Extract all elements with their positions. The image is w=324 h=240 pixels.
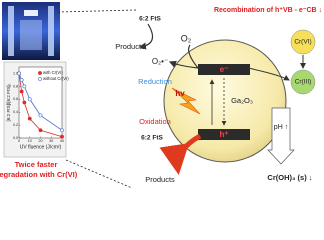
cr3-bubble xyxy=(290,69,316,95)
superoxide-arrow xyxy=(168,60,199,69)
o2-label: O₂ xyxy=(181,33,192,43)
bottom-products: Products xyxy=(145,175,175,184)
data-point xyxy=(38,128,43,133)
o2-arrow xyxy=(188,44,199,69)
x-tick-label: 40 xyxy=(60,139,64,143)
precipitate-label: Cr(OH)₃ (s) ↓ xyxy=(267,173,312,182)
superoxide-label: O₂•⁻ xyxy=(152,57,168,66)
legend-marker xyxy=(38,77,42,81)
data-point xyxy=(27,116,32,121)
reduction-label: Reduction xyxy=(138,77,172,86)
data-point xyxy=(19,78,24,82)
y-tick-label: 0.4 xyxy=(13,110,18,114)
y-axis-label: [6:2 FtS]/[6:2 FtS]₀ xyxy=(6,83,11,121)
top-reactant: 6:2 FtS xyxy=(139,16,161,23)
y-tick-label: 1.0 xyxy=(13,71,18,75)
x-tick-label: 10 xyxy=(28,139,32,143)
data-point xyxy=(22,84,27,89)
x-tick-label: 30 xyxy=(49,139,53,143)
connector-lines xyxy=(57,9,137,189)
data-point xyxy=(19,89,24,94)
data-point xyxy=(60,128,64,133)
legend-marker xyxy=(38,71,42,75)
valence-band xyxy=(198,129,250,140)
x-axis-label: UV fluence (J/cm²) xyxy=(20,144,62,150)
y-tick-label: 0.2 xyxy=(13,123,18,127)
recombination-note: Recombination of h⁺VB - e⁻CB ↓ xyxy=(214,7,322,14)
y-tick-label: 0.6 xyxy=(13,97,18,101)
x-tick-label: 0 xyxy=(18,139,20,143)
top-reaction-arrow xyxy=(138,23,154,50)
ph-label: pH ↑ xyxy=(274,124,288,131)
x-tick-label: 20 xyxy=(39,139,43,143)
y-tick-label: 0.8 xyxy=(13,84,18,88)
cr6-label: Cr(VI) xyxy=(294,39,311,46)
caption-line: degradation with Cr(VI) xyxy=(0,170,78,179)
bottom-reactant: 6:2 FtS xyxy=(141,135,163,142)
catalyst-sphere xyxy=(163,39,287,163)
oxidation-arrow xyxy=(159,133,202,175)
data-point xyxy=(22,100,27,105)
y-tick-label: 0.0 xyxy=(13,136,18,140)
photon-label: hv xyxy=(175,89,185,98)
oxidation-label: Oxidation xyxy=(139,117,171,126)
legend-label: without Cr(VI) xyxy=(43,76,69,81)
series-line xyxy=(18,73,63,138)
conduction-band xyxy=(198,64,250,75)
hole-label: h⁺ xyxy=(219,130,228,139)
catalyst-label: Ga₂O₃ xyxy=(231,96,253,105)
reactor-photo xyxy=(2,2,60,60)
electron-label: e⁻ xyxy=(220,65,229,74)
data-point xyxy=(38,113,43,118)
data-point xyxy=(17,71,21,76)
cr3-label: Cr(III) xyxy=(295,79,312,86)
ph-arrow xyxy=(267,107,295,165)
electron-transfer-arrow xyxy=(247,67,290,81)
legend-label: with Cr(VI) xyxy=(43,70,63,75)
data-point xyxy=(27,97,32,102)
cr6-bubble xyxy=(290,29,316,55)
top-products: Products xyxy=(115,42,145,51)
data-point xyxy=(60,134,64,139)
caption-line: Twice faster xyxy=(15,160,58,169)
photon-bolt xyxy=(171,87,201,115)
